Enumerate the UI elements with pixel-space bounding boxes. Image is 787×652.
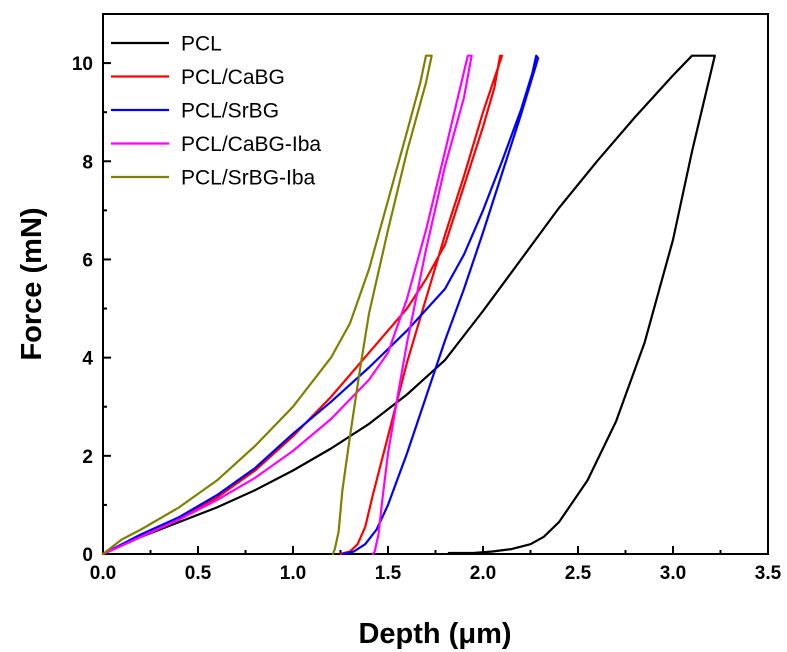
series-lines [101,54,716,556]
legend-label: PCL [181,33,222,56]
series-line-pcl [101,54,716,556]
legend-label: PCL/CaBG-Iba [181,133,321,156]
series-line-pcl-srbg [101,54,540,556]
y-tick-label: 6 [82,250,93,271]
x-tick-label: 1.5 [375,563,402,584]
x-tick-label: 1.0 [280,563,306,584]
x-tick-label: 2.5 [565,563,592,584]
plot-frame [102,13,769,555]
y-tick-label: 0 [82,545,93,566]
legend-label: PCL/CaBG [181,66,285,89]
legend-label: PCL/SrBG-Iba [181,167,316,190]
x-tick-label: 2.0 [470,563,496,584]
x-tick-label: 0.5 [185,563,212,584]
x-axis-title: Depth (μm) [358,618,511,650]
legend: PCL PCL/CaBG PCL/SrBG PCL/CaBG-Iba PCL/SrBG-… [111,33,321,190]
x-tick-label: 3.5 [755,563,782,584]
series-line-pcl-cabg [101,54,504,556]
y-axis-ticks: 0 2 4 6 8 10 [72,54,111,566]
x-axis-ticks: 0.0 0.5 1.0 1.5 2.0 2.5 3.0 3.5 [90,546,782,584]
y-tick-label: 10 [72,54,93,75]
x-tick-label: 3.0 [660,563,686,584]
x-tick-label: 0.0 [90,563,116,584]
legend-label: PCL/SrBG [181,100,279,123]
series-line-pcl-cabg-iba [101,54,473,556]
y-tick-label: 2 [82,447,93,468]
series-line-pcl-srbg-iba [101,54,433,556]
y-tick-label: 8 [82,152,93,173]
y-axis-title: Force (mN) [16,207,48,360]
y-tick-label: 4 [82,349,93,370]
